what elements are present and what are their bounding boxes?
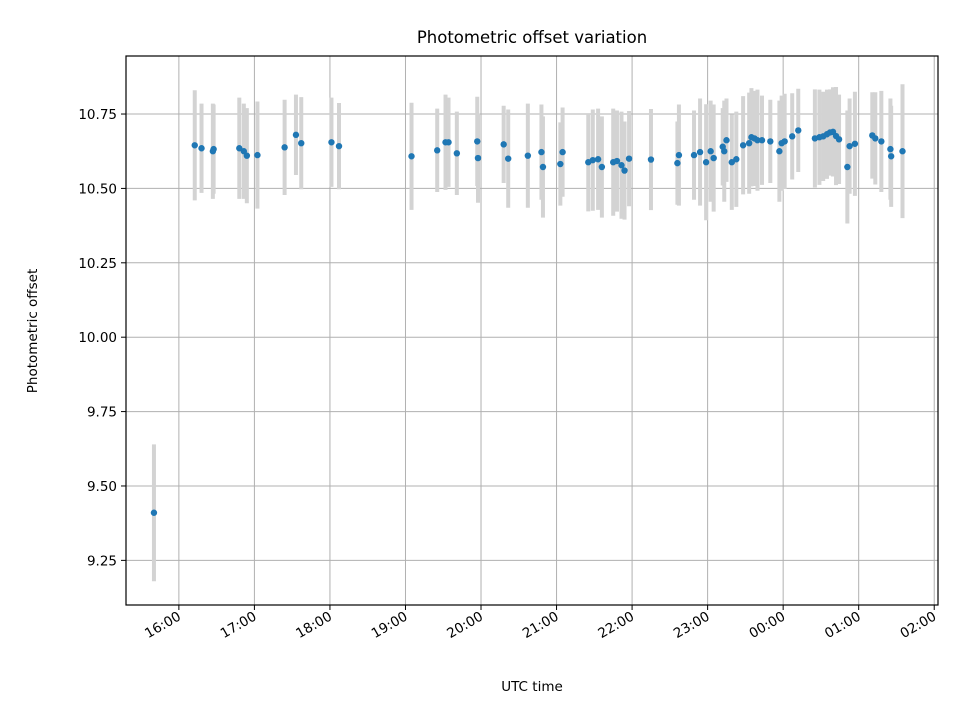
data-point bbox=[505, 155, 512, 162]
data-point bbox=[150, 509, 158, 516]
data-point bbox=[702, 159, 710, 166]
data-point bbox=[887, 153, 895, 160]
data-point bbox=[723, 137, 730, 144]
data-point bbox=[524, 152, 532, 159]
data-point bbox=[776, 148, 783, 155]
y-axis-ticks: 9.25 9.50 9.75 10.00 10.25 10.50 10.75 bbox=[78, 107, 126, 569]
y-tick-label: 10.00 bbox=[78, 330, 117, 346]
x-axis-label: UTC time bbox=[501, 679, 563, 695]
data-point bbox=[728, 159, 735, 166]
data-point bbox=[474, 154, 482, 162]
y-tick-label: 10.50 bbox=[78, 181, 117, 197]
data-point bbox=[710, 154, 717, 162]
data-points bbox=[150, 127, 906, 516]
data-point bbox=[707, 148, 714, 155]
data-point bbox=[745, 139, 753, 147]
data-point bbox=[210, 145, 217, 153]
data-point bbox=[557, 160, 564, 168]
data-point bbox=[795, 127, 802, 134]
data-point bbox=[878, 138, 885, 145]
data-point bbox=[538, 148, 545, 156]
data-point bbox=[721, 148, 728, 155]
data-point bbox=[589, 156, 597, 164]
data-point bbox=[328, 139, 335, 146]
data-point bbox=[594, 156, 602, 163]
data-point bbox=[872, 135, 879, 142]
y-tick-label: 9.50 bbox=[87, 479, 117, 495]
data-point bbox=[598, 163, 606, 171]
data-point bbox=[739, 142, 747, 149]
data-point bbox=[281, 144, 288, 151]
data-point bbox=[851, 140, 859, 147]
data-point bbox=[500, 141, 507, 148]
y-tick-label: 10.25 bbox=[78, 256, 117, 272]
y-tick-label: 10.75 bbox=[78, 107, 117, 123]
data-point bbox=[539, 163, 547, 171]
data-point bbox=[758, 137, 766, 144]
data-point bbox=[844, 163, 851, 171]
data-point bbox=[474, 138, 481, 145]
data-point bbox=[835, 136, 843, 143]
data-point bbox=[625, 155, 633, 162]
data-point bbox=[191, 142, 198, 149]
y-tick-label: 9.75 bbox=[87, 405, 117, 421]
plot-area-frame bbox=[125, 55, 939, 606]
data-point bbox=[696, 148, 704, 156]
data-point bbox=[899, 148, 906, 155]
data-point bbox=[298, 139, 305, 147]
data-point bbox=[445, 139, 452, 146]
data-point bbox=[254, 151, 261, 159]
data-point bbox=[690, 151, 698, 159]
data-point bbox=[613, 157, 621, 165]
y-axis-label: Photometric offset bbox=[25, 269, 41, 393]
data-point bbox=[675, 151, 683, 159]
data-point bbox=[559, 148, 566, 156]
data-point bbox=[647, 156, 655, 163]
data-point bbox=[408, 153, 415, 160]
data-point bbox=[243, 152, 251, 159]
data-point bbox=[767, 138, 774, 145]
data-point bbox=[434, 147, 441, 154]
data-point bbox=[733, 156, 740, 163]
data-point bbox=[198, 145, 205, 152]
data-point bbox=[236, 145, 243, 152]
data-point bbox=[789, 133, 796, 140]
data-point bbox=[846, 142, 853, 150]
data-point bbox=[453, 150, 461, 157]
data-point bbox=[335, 142, 343, 150]
data-point bbox=[674, 159, 681, 167]
data-point bbox=[292, 131, 300, 139]
y-tick-label: 9.25 bbox=[87, 553, 117, 569]
chart-title: Photometric offset variation bbox=[417, 28, 647, 47]
data-point bbox=[618, 162, 625, 169]
data-point bbox=[754, 137, 761, 144]
data-point bbox=[621, 167, 628, 174]
data-point bbox=[887, 145, 894, 153]
data-point bbox=[781, 138, 788, 145]
